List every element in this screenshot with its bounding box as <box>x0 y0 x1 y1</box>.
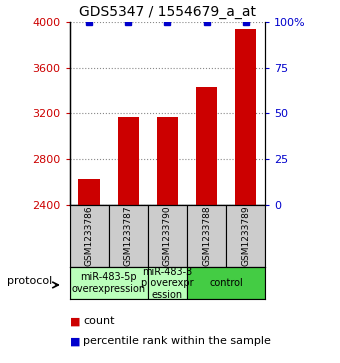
Bar <box>148 267 187 299</box>
Bar <box>79 179 100 205</box>
Text: GSM1233787: GSM1233787 <box>124 205 133 266</box>
Bar <box>235 29 256 205</box>
Text: GSM1233788: GSM1233788 <box>202 205 211 266</box>
Bar <box>187 205 226 267</box>
Bar <box>196 87 217 205</box>
Title: GDS5347 / 1554679_a_at: GDS5347 / 1554679_a_at <box>79 5 256 19</box>
Text: GSM1233789: GSM1233789 <box>241 205 250 266</box>
Text: percentile rank within the sample: percentile rank within the sample <box>83 336 271 346</box>
Text: protocol: protocol <box>7 276 52 286</box>
Bar <box>157 118 178 205</box>
Text: ■: ■ <box>70 316 80 326</box>
Bar <box>70 205 109 267</box>
Text: GSM1233790: GSM1233790 <box>163 205 172 266</box>
Text: GSM1233786: GSM1233786 <box>85 205 94 266</box>
Text: ■: ■ <box>70 336 80 346</box>
Bar <box>226 205 265 267</box>
Text: count: count <box>83 316 115 326</box>
Bar <box>148 205 187 267</box>
Bar <box>187 267 265 299</box>
Bar <box>109 205 148 267</box>
Text: miR-483-5p
overexpression: miR-483-5p overexpression <box>72 272 146 294</box>
Bar <box>118 117 139 205</box>
Bar <box>70 267 148 299</box>
Text: miR-483-3
p overexpr
ession: miR-483-3 p overexpr ession <box>141 266 194 300</box>
Text: control: control <box>209 278 243 288</box>
